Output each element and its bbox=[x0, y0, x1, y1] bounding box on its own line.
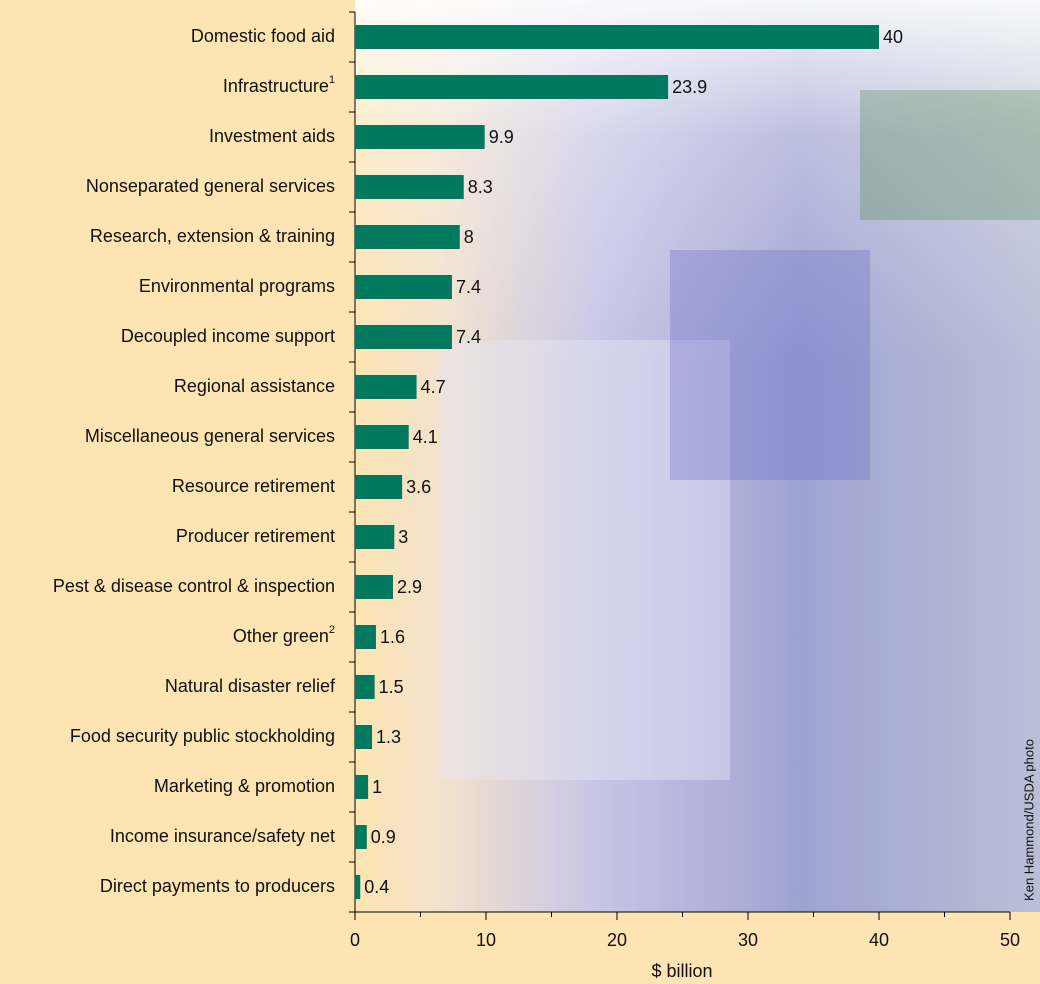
value-label: 4.1 bbox=[413, 427, 438, 447]
bar bbox=[355, 75, 668, 99]
value-label: 1 bbox=[372, 777, 382, 797]
x-tick-label: 10 bbox=[476, 930, 496, 950]
category-name: Miscellaneous general services bbox=[85, 426, 335, 446]
x-tick-label: 0 bbox=[350, 930, 360, 950]
category-name: Pest & disease control & inspection bbox=[53, 576, 335, 596]
y-tick-label: Infrastructure1 bbox=[223, 74, 335, 96]
y-tick-label: Decoupled income support bbox=[121, 326, 335, 346]
value-label: 7.4 bbox=[456, 277, 481, 297]
category-name: Nonseparated general services bbox=[86, 176, 335, 196]
bar bbox=[355, 425, 409, 449]
bar bbox=[355, 275, 452, 299]
value-label: 0.4 bbox=[364, 877, 389, 897]
footnote-marker: 1 bbox=[329, 74, 335, 86]
bar bbox=[355, 375, 417, 399]
value-label: 2.9 bbox=[397, 577, 422, 597]
category-name: Food security public stockholding bbox=[70, 726, 335, 746]
x-tick-label: 30 bbox=[738, 930, 758, 950]
value-label: 40 bbox=[883, 27, 903, 47]
y-tick-label: Domestic food aid bbox=[191, 26, 335, 46]
category-name: Research, extension & training bbox=[90, 226, 335, 246]
bar bbox=[355, 125, 485, 149]
bar bbox=[355, 725, 372, 749]
bar bbox=[355, 475, 402, 499]
y-tick-label: Natural disaster relief bbox=[165, 676, 336, 696]
y-tick-label: Producer retirement bbox=[176, 526, 335, 546]
x-tick-label: 40 bbox=[869, 930, 889, 950]
chart: Ken Hammond/USDA photo $ billion 0102030… bbox=[0, 0, 1040, 984]
category-name: Resource retirement bbox=[172, 476, 335, 496]
bar bbox=[355, 175, 464, 199]
y-tick-label: Regional assistance bbox=[174, 376, 335, 396]
value-label: 23.9 bbox=[672, 77, 707, 97]
category-name: Other green bbox=[233, 626, 329, 646]
y-tick-label: Nonseparated general services bbox=[86, 176, 335, 196]
category-name: Decoupled income support bbox=[121, 326, 335, 346]
y-tick-label: Pest & disease control & inspection bbox=[53, 576, 335, 596]
footnote-marker: 2 bbox=[329, 624, 335, 636]
bar bbox=[355, 625, 376, 649]
photo-credit: Ken Hammond/USDA photo bbox=[1021, 739, 1036, 901]
bar bbox=[355, 225, 460, 249]
y-tick-label: Miscellaneous general services bbox=[85, 426, 335, 446]
value-label: 9.9 bbox=[489, 127, 514, 147]
value-label: 1.3 bbox=[376, 727, 401, 747]
y-tick-label: Direct payments to producers bbox=[100, 876, 335, 896]
y-tick-label: Resource retirement bbox=[172, 476, 335, 496]
value-label: 8 bbox=[464, 227, 474, 247]
category-name: Domestic food aid bbox=[191, 26, 335, 46]
bar bbox=[355, 875, 360, 899]
value-label: 4.7 bbox=[421, 377, 446, 397]
category-name: Regional assistance bbox=[174, 376, 335, 396]
category-name: Natural disaster relief bbox=[165, 676, 336, 696]
value-label: 1.6 bbox=[380, 627, 405, 647]
category-name: Infrastructure bbox=[223, 76, 329, 96]
category-name: Income insurance/safety net bbox=[110, 826, 335, 846]
bar bbox=[355, 675, 375, 699]
category-name: Investment aids bbox=[209, 126, 335, 146]
value-label: 8.3 bbox=[468, 177, 493, 197]
bar bbox=[355, 525, 394, 549]
category-name: Producer retirement bbox=[176, 526, 335, 546]
bar bbox=[355, 25, 879, 49]
y-tick-label: Research, extension & training bbox=[90, 226, 335, 246]
bar bbox=[355, 825, 367, 849]
category-name: Marketing & promotion bbox=[154, 776, 335, 796]
value-label: 0.9 bbox=[371, 827, 396, 847]
bar bbox=[355, 775, 368, 799]
bar bbox=[355, 575, 393, 599]
value-label: 3 bbox=[398, 527, 408, 547]
y-tick-label: Food security public stockholding bbox=[70, 726, 335, 746]
value-label: 1.5 bbox=[379, 677, 404, 697]
photo-trees bbox=[860, 90, 1040, 220]
y-tick-label: Environmental programs bbox=[139, 276, 335, 296]
value-label: 3.6 bbox=[406, 477, 431, 497]
value-label: 7.4 bbox=[456, 327, 481, 347]
y-tick-label: Investment aids bbox=[209, 126, 335, 146]
category-name: Environmental programs bbox=[139, 276, 335, 296]
x-tick-label: 20 bbox=[607, 930, 627, 950]
bar bbox=[355, 325, 452, 349]
x-tick-label: 50 bbox=[1000, 930, 1020, 950]
y-tick-label: Marketing & promotion bbox=[154, 776, 335, 796]
y-tick-label: Income insurance/safety net bbox=[110, 826, 335, 846]
category-name: Direct payments to producers bbox=[100, 876, 335, 896]
photo-truck bbox=[670, 250, 870, 480]
x-axis-label: $ billion bbox=[651, 961, 712, 981]
y-tick-label: Other green2 bbox=[233, 624, 335, 646]
